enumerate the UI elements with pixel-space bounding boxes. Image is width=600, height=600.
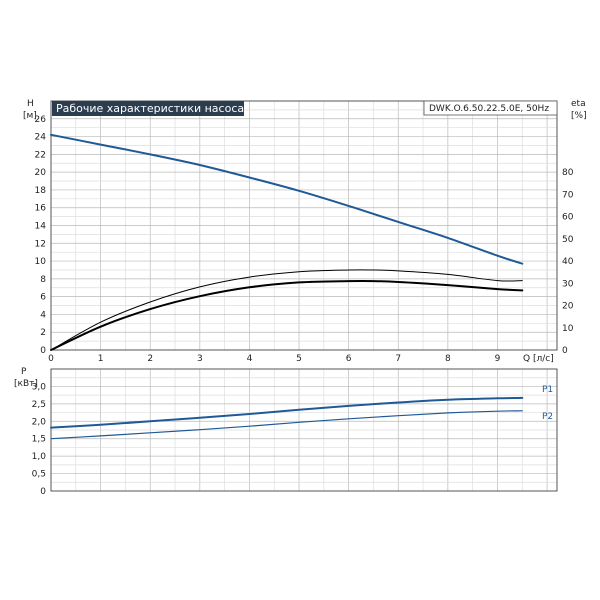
y-right-axis-unit: [%]: [571, 111, 587, 121]
y-tick-label: 18: [35, 186, 47, 196]
power-tick-label: 1,0: [32, 452, 47, 462]
title-box: [52, 101, 244, 116]
efficiency-curve-lower: [50, 279, 524, 351]
y-right-tick-label: 30: [562, 279, 574, 289]
x-tick-label: 4: [247, 354, 253, 364]
y-tick-label: 22: [35, 150, 46, 160]
power-tick-label: 0,5: [32, 470, 46, 480]
lower-series: [50, 396, 524, 440]
y-tick-label: 24: [35, 133, 47, 143]
upper-y-ticks-right: 0 10 20 30 40 50 60 70 80: [562, 168, 574, 356]
power-tick-label: 0: [40, 487, 46, 497]
y-right-tick-label: 80: [562, 168, 574, 178]
y-right-tick-label: 10: [562, 324, 574, 334]
x-tick-label: 0: [48, 354, 54, 364]
y-tick-label: 12: [35, 239, 46, 249]
x-tick-label: 7: [395, 354, 401, 364]
y-tick-label: 20: [35, 168, 47, 178]
y-left-axis-name: H: [27, 99, 34, 109]
y-tick-label: 14: [35, 222, 47, 232]
power-curve-p1: [50, 396, 524, 429]
y-tick-label: 8: [40, 275, 46, 285]
power-tick-label: 2,0: [32, 417, 47, 427]
model-box: [423, 100, 558, 116]
x-tick-label: 1: [98, 354, 104, 364]
y-tick-label: 6: [40, 293, 46, 303]
y-right-axis-name: eta: [571, 99, 586, 109]
lower-grid: [51, 369, 557, 491]
y-right-tick-label: 60: [562, 213, 574, 223]
chart-title: Рабочие характеристики насоса: [56, 102, 244, 115]
model-label: DWK.O.6.50.22.5.0E, 50Hz: [429, 104, 549, 114]
power-tick-label: 3,0: [32, 382, 47, 392]
power-curve-p2: [50, 410, 523, 440]
legend-p1: P1: [542, 385, 553, 395]
lower-y-ticks: 0 0,5 1,0 1,5 2,0 2,5 3,0: [32, 382, 47, 497]
power-axis-name: P: [21, 367, 27, 377]
x-tick-label: 2: [147, 354, 153, 364]
x-tick-label: 3: [197, 354, 203, 364]
y-right-tick-label: 0: [562, 346, 568, 356]
upper-x-ticks: 0 1 2 3 4 5 6 7 8 9: [48, 354, 500, 364]
y-right-tick-label: 20: [562, 302, 574, 312]
efficiency-curve-upper: [50, 269, 523, 351]
y-tick-label: 26: [35, 115, 47, 125]
power-tick-label: 2,5: [32, 400, 46, 410]
upper-series: [50, 133, 524, 351]
y-right-tick-label: 70: [562, 190, 574, 200]
legend-p2: P2: [542, 412, 553, 422]
y-right-tick-label: 50: [562, 235, 574, 245]
y-left-axis-unit: [м]: [23, 111, 37, 121]
power-axis-unit: [кВт]: [14, 379, 38, 389]
x-tick-label: 5: [296, 354, 302, 364]
lower-plot-frame: [50, 368, 558, 492]
lower-panel: 0 0,5 1,0 1,5 2,0 2,5 3,0 P [кВт] P1 P2: [14, 367, 558, 497]
x-tick-label: 6: [346, 354, 352, 364]
upper-plot-frame: [50, 100, 558, 351]
y-right-tick-label: 40: [562, 257, 574, 267]
y-tick-label: 16: [35, 204, 47, 214]
power-tick-label: 1,5: [32, 435, 46, 445]
y-tick-label: 4: [40, 310, 46, 320]
x-axis-label: Q [л/с]: [523, 354, 554, 364]
x-tick-label: 9: [495, 354, 501, 364]
y-tick-label: 0: [40, 346, 46, 356]
head-curve: [50, 133, 524, 265]
y-tick-label: 2: [40, 328, 46, 338]
y-tick-label: 10: [35, 257, 47, 267]
x-tick-label: 8: [445, 354, 451, 364]
